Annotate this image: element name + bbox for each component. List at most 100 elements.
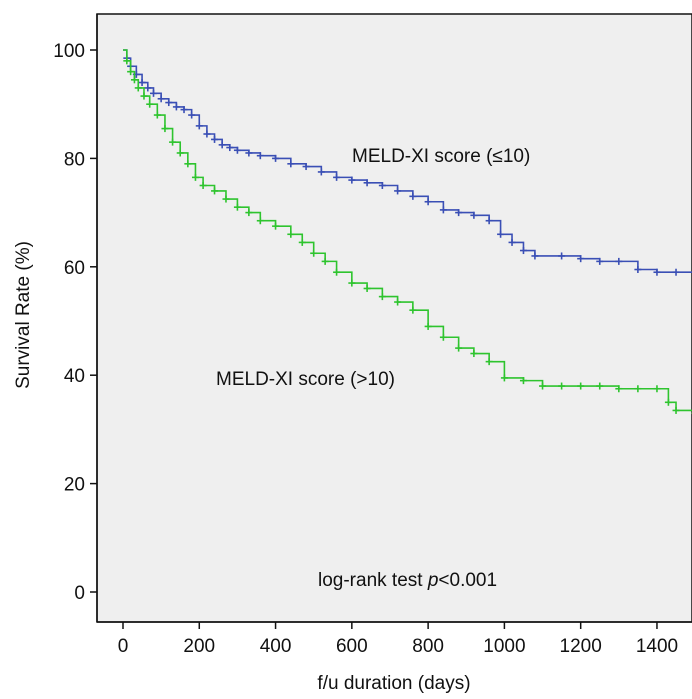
censor-mark [157, 95, 165, 103]
x-tick-label: 800 [412, 636, 444, 657]
censor-mark [333, 268, 341, 276]
x-tick-label: 1000 [483, 636, 525, 657]
censor-mark [497, 230, 505, 238]
censor-mark [310, 249, 318, 257]
plot-area [96, 13, 692, 623]
censor-mark [226, 144, 234, 152]
censor-mark [378, 293, 386, 301]
censor-mark [211, 187, 219, 195]
x-tick-label: 0 [118, 636, 129, 657]
censor-mark [203, 130, 211, 138]
censor-mark [161, 125, 169, 133]
censor-mark [348, 279, 356, 287]
censor-mark [378, 182, 386, 189]
censor-mark [272, 154, 280, 162]
y-tick-label: 60 [64, 258, 85, 279]
censor-mark [439, 333, 447, 341]
y-ticks: 0 20 40 60 80 100 [53, 41, 97, 604]
y-tick-label: 100 [53, 41, 85, 62]
logrank-suffix: <0.001 [438, 570, 497, 591]
censor-mark [455, 209, 463, 217]
censor-mark [500, 374, 508, 382]
censor-mark [188, 111, 196, 119]
logrank-p: p [427, 570, 439, 591]
logrank-prefix: log-rank test [318, 570, 428, 591]
censor-mark [653, 385, 661, 393]
censor-mark [333, 173, 341, 181]
censor-mark [184, 160, 192, 168]
censor-mark [195, 122, 203, 130]
censor-mark [218, 141, 226, 149]
censor-mark [424, 198, 432, 206]
censor-mark [127, 68, 135, 76]
annotation-meld-high: MELD-XI score (>10) [216, 369, 395, 390]
x-axis-title: f/u duration (days) [317, 673, 470, 694]
censor-mark [245, 209, 253, 217]
y-tick-label: 40 [64, 366, 85, 387]
censor-mark [577, 255, 585, 263]
censor-mark [191, 173, 199, 181]
censor-mark [245, 149, 253, 157]
annotation-meld-low: MELD-XI score (≤10) [352, 146, 530, 167]
x-tick-label: 600 [336, 636, 368, 657]
censor-mark [287, 160, 295, 168]
censor-mark [153, 111, 161, 119]
censor-mark [256, 152, 264, 160]
censor-mark [439, 206, 447, 214]
censor-mark [634, 385, 642, 393]
censor-mark [394, 298, 402, 306]
censor-mark [233, 203, 241, 211]
censor-mark [634, 266, 642, 274]
censor-mark [455, 344, 463, 352]
censor-mark [176, 149, 184, 157]
censor-mark [144, 84, 152, 92]
y-tick-label: 20 [64, 475, 85, 496]
censor-mark [470, 211, 478, 219]
x-tick-label: 200 [183, 636, 215, 657]
censor-mark [531, 252, 539, 260]
censor-mark [519, 377, 527, 385]
censor-mark [150, 89, 158, 97]
censor-mark [672, 268, 680, 276]
censor-mark [233, 146, 241, 154]
y-tick-label: 80 [64, 149, 85, 170]
censor-mark [485, 217, 493, 225]
censor-mark [409, 192, 417, 200]
censor-mark [287, 230, 295, 238]
censor-mark [272, 222, 280, 230]
x-tick-label: 400 [260, 636, 292, 657]
censor-mark [558, 252, 566, 260]
censor-mark [363, 179, 371, 187]
censor-mark [672, 406, 680, 414]
censor-mark [222, 195, 230, 203]
censor-mark [470, 350, 478, 358]
censor-mark [211, 135, 219, 143]
censor-mark [615, 385, 623, 393]
censor-mark [298, 238, 306, 246]
censor-mark [596, 382, 604, 390]
censor-mark [146, 100, 154, 108]
censor-mark [424, 322, 432, 330]
censor-mark [485, 358, 493, 366]
censor-mark [539, 382, 547, 390]
censor-mark [172, 103, 180, 111]
series-line-meld-high [123, 49, 692, 412]
censor-mark [363, 284, 371, 292]
censor-mark [394, 187, 402, 195]
censor-mark [134, 84, 142, 92]
censor-mark [169, 138, 177, 146]
censor-mark [653, 268, 661, 276]
censor-mark [321, 257, 329, 265]
censor-mark [256, 217, 264, 225]
censor-mark [508, 238, 516, 246]
censor-mark [180, 106, 188, 114]
censor-mark [615, 257, 623, 265]
censor-mark [317, 168, 325, 176]
censor-mark [130, 76, 138, 84]
series-layer [123, 49, 692, 414]
censor-mark [409, 306, 417, 314]
x-ticks: 0 200 400 600 800 1000 1200 1400 [118, 622, 678, 657]
x-tick-label: 1400 [636, 636, 678, 657]
censor-mark [165, 99, 173, 107]
